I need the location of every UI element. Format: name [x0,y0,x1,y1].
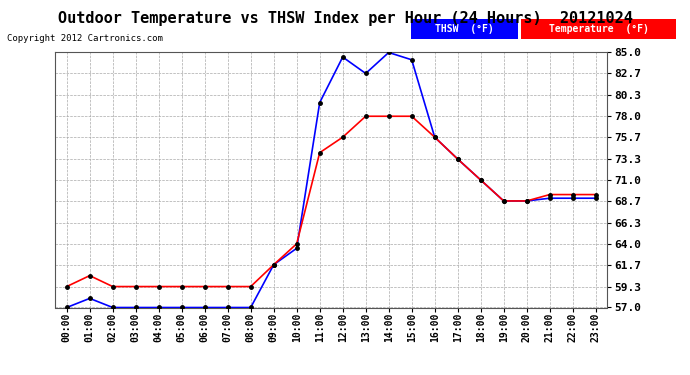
FancyBboxPatch shape [521,19,676,39]
Text: Copyright 2012 Cartronics.com: Copyright 2012 Cartronics.com [7,34,163,43]
Text: THSW  (°F): THSW (°F) [435,24,493,34]
Text: Temperature  (°F): Temperature (°F) [549,24,649,34]
FancyBboxPatch shape [411,19,518,39]
Text: Outdoor Temperature vs THSW Index per Hour (24 Hours)  20121024: Outdoor Temperature vs THSW Index per Ho… [57,11,633,26]
